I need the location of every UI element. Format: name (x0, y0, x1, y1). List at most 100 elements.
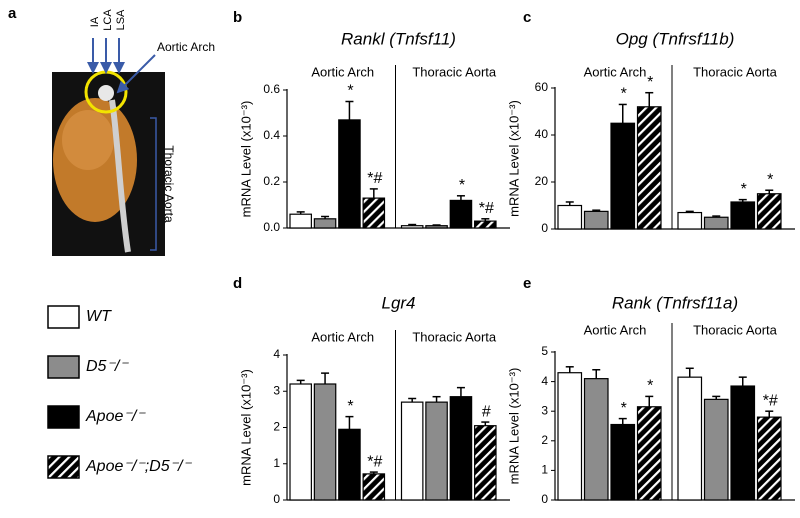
bar (703, 398, 729, 501)
significance-label: # (482, 403, 491, 420)
significance-label: * (741, 181, 747, 198)
bar (703, 216, 729, 230)
group-label: Aortic Arch (311, 329, 374, 344)
bar (400, 401, 424, 501)
bar (756, 193, 782, 230)
y-tick-label: 5 (541, 344, 548, 358)
bar (677, 211, 703, 230)
significance-label: * (621, 400, 627, 417)
bar (610, 122, 636, 230)
bar (610, 423, 636, 501)
y-tick-label: 4 (541, 374, 548, 388)
y-tick-label: 1 (541, 463, 548, 477)
bar (313, 218, 337, 229)
y-tick-label: 0 (541, 492, 548, 506)
vessel-label: IA (89, 16, 101, 27)
group-label: Thoracic Aorta (693, 322, 778, 337)
significance-label: *# (763, 392, 778, 409)
significance-label: *# (479, 200, 494, 217)
significance-label: * (347, 83, 353, 100)
y-tick-label: 60 (535, 80, 549, 94)
thoracic-label: Thoracic Aorta (162, 145, 176, 223)
bar (313, 383, 337, 501)
bar (557, 204, 583, 230)
group-label: Aortic Arch (584, 322, 647, 337)
y-axis-label: mRNA Level (x10⁻³) (506, 100, 521, 217)
charts: b Rankl (Tnfsf11) mRNA Level (x10⁻³) 0.0 0.2… (233, 9, 795, 506)
group-label: Thoracic Aorta (412, 329, 497, 344)
y-tick-label: 0.4 (263, 128, 280, 142)
y-tick-label: 0.0 (263, 220, 280, 234)
y-axis-label: mRNA Level (x10⁻³) (506, 368, 521, 485)
bar (583, 210, 609, 230)
panel-letter: d (233, 275, 242, 292)
bar (338, 119, 361, 229)
bar (449, 199, 473, 229)
legend: WT D5⁻/⁻ Apoe⁻/⁻ Apoe⁻/⁻;D5⁻/⁻ (47, 305, 192, 479)
y-tick-label: 1 (273, 456, 280, 470)
legend-label: Apoe⁻/⁻;D5⁻/⁻ (85, 458, 192, 475)
arch-label: Aortic Arch (157, 40, 215, 54)
vessel-label: LCA (102, 9, 114, 31)
legend-label: Apoe⁻/⁻ (85, 408, 146, 425)
significance-label: * (647, 378, 653, 395)
bar (557, 372, 583, 501)
significance-label: * (621, 86, 627, 103)
bar (474, 425, 497, 501)
bar (338, 428, 361, 501)
legend-swatch (47, 455, 80, 479)
bar (449, 396, 473, 501)
bar (756, 416, 782, 501)
y-tick-label: 0 (541, 221, 548, 235)
bar (730, 385, 756, 501)
bar (362, 473, 386, 501)
y-tick-label: 0 (273, 492, 280, 506)
significance-label: *# (367, 453, 382, 470)
y-tick-label: 4 (273, 347, 280, 361)
legend-label: WT (86, 308, 112, 325)
legend-swatch (47, 355, 80, 379)
y-tick-label: 3 (541, 403, 548, 417)
y-tick-label: 0.6 (263, 82, 280, 96)
y-tick-label: 2 (273, 420, 280, 434)
legend-label: D5⁻/⁻ (86, 358, 129, 375)
group-label: Aortic Arch (311, 64, 374, 79)
group-label: Thoracic Aorta (412, 64, 497, 79)
significance-label: *# (367, 170, 382, 187)
panel-letter: b (233, 9, 242, 26)
significance-label: * (647, 74, 653, 91)
legend-swatch (47, 305, 80, 329)
vessel-label: LSA (115, 9, 127, 30)
chart-title: Lgr4 (381, 293, 415, 312)
chart-title: Rank (Tnfrsf11a) (612, 293, 738, 312)
panel-letter: e (523, 275, 531, 292)
panel-letter: a (8, 5, 17, 22)
bar (677, 376, 703, 501)
bar (362, 197, 386, 229)
bar (583, 378, 609, 501)
bar (636, 406, 662, 501)
group-label: Aortic Arch (584, 64, 647, 79)
bar (730, 201, 756, 230)
y-tick-label: 3 (273, 383, 280, 397)
y-tick-label: 0.2 (263, 174, 280, 188)
legend-swatch (47, 405, 80, 429)
bar (425, 401, 448, 501)
chart-title: Opg (Tnfrsf11b) (616, 29, 735, 48)
y-axis-label: mRNA Level (x10⁻³) (238, 101, 253, 218)
group-label: Thoracic Aorta (693, 64, 778, 79)
bar (289, 383, 312, 501)
panel-letter: c (523, 9, 531, 26)
bar (400, 225, 424, 229)
significance-label: * (459, 177, 465, 194)
bar (289, 213, 312, 229)
bar (636, 106, 662, 230)
y-axis-label: mRNA Level (x10⁻³) (238, 369, 253, 486)
chart-title: Rankl (Tnfsf11) (341, 29, 456, 48)
y-tick-label: 2 (541, 433, 548, 447)
significance-label: * (767, 171, 773, 188)
bar (474, 220, 497, 229)
aorta-photo (52, 38, 165, 256)
bar (425, 225, 448, 229)
